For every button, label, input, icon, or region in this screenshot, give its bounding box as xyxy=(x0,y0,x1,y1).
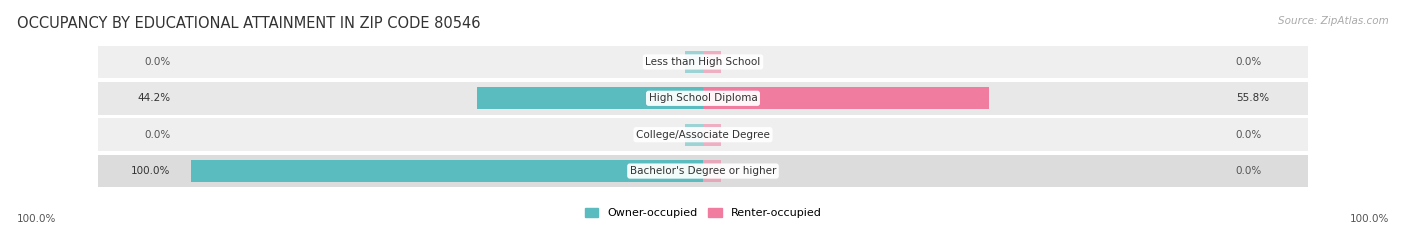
Bar xyxy=(703,124,721,146)
Text: OCCUPANCY BY EDUCATIONAL ATTAINMENT IN ZIP CODE 80546: OCCUPANCY BY EDUCATIONAL ATTAINMENT IN Z… xyxy=(17,16,481,31)
Text: 0.0%: 0.0% xyxy=(143,57,170,67)
Bar xyxy=(98,82,1308,115)
Bar xyxy=(98,46,1308,78)
Text: 0.0%: 0.0% xyxy=(143,130,170,140)
Bar xyxy=(685,51,703,73)
Bar xyxy=(98,118,1308,151)
Text: Source: ZipAtlas.com: Source: ZipAtlas.com xyxy=(1278,16,1389,26)
Text: 0.0%: 0.0% xyxy=(1236,130,1263,140)
Bar xyxy=(477,87,703,109)
Bar xyxy=(685,124,703,146)
Text: 55.8%: 55.8% xyxy=(1236,93,1270,103)
Text: 44.2%: 44.2% xyxy=(136,93,170,103)
Bar xyxy=(191,160,703,182)
Text: College/Associate Degree: College/Associate Degree xyxy=(636,130,770,140)
Text: 0.0%: 0.0% xyxy=(1236,166,1263,176)
Text: Less than High School: Less than High School xyxy=(645,57,761,67)
Text: 0.0%: 0.0% xyxy=(1236,57,1263,67)
Text: 100.0%: 100.0% xyxy=(131,166,170,176)
Bar xyxy=(703,51,721,73)
Text: High School Diploma: High School Diploma xyxy=(648,93,758,103)
Legend: Owner-occupied, Renter-occupied: Owner-occupied, Renter-occupied xyxy=(585,208,821,218)
Bar xyxy=(703,87,988,109)
Text: Bachelor's Degree or higher: Bachelor's Degree or higher xyxy=(630,166,776,176)
Text: 100.0%: 100.0% xyxy=(17,214,56,224)
Bar xyxy=(703,160,721,182)
Text: 100.0%: 100.0% xyxy=(1350,214,1389,224)
Bar xyxy=(98,155,1308,187)
